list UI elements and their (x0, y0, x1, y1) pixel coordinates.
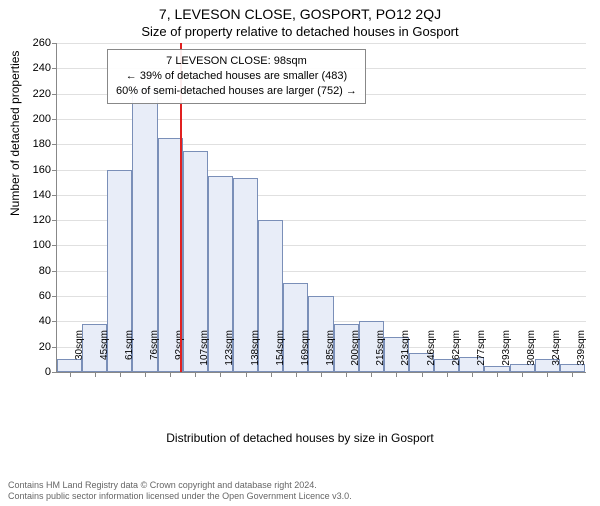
x-tick-label: 246sqm (426, 330, 437, 380)
footer-line-2: Contains public sector information licen… (8, 491, 592, 502)
page-title: 7, LEVESON CLOSE, GOSPORT, PO12 2QJ (0, 6, 600, 22)
x-tick-mark (296, 372, 297, 377)
x-tick-label: 45sqm (99, 330, 110, 380)
page-subtitle: Size of property relative to detached ho… (0, 24, 600, 39)
footer-line-1: Contains HM Land Registry data © Crown c… (8, 480, 592, 491)
x-tick-label: 324sqm (551, 330, 562, 380)
x-tick-mark (422, 372, 423, 377)
y-tick-label: 220 (21, 88, 51, 100)
x-tick-mark (497, 372, 498, 377)
x-tick-mark (95, 372, 96, 377)
y-tick-mark (52, 170, 57, 171)
y-tick-label: 80 (21, 265, 51, 277)
x-tick-mark (472, 372, 473, 377)
x-tick-label: 138sqm (250, 330, 261, 380)
footer-attribution: Contains HM Land Registry data © Crown c… (8, 480, 592, 503)
y-tick-mark (52, 43, 57, 44)
x-axis-label: Distribution of detached houses by size … (0, 431, 600, 445)
y-tick-mark (52, 119, 57, 120)
y-tick-label: 180 (21, 138, 51, 150)
x-tick-label: 200sqm (350, 330, 361, 380)
x-tick-label: 169sqm (300, 330, 311, 380)
histogram-chart: 02040608010012014016018020022024026030sq… (56, 43, 586, 373)
y-tick-label: 120 (21, 214, 51, 226)
x-tick-mark (271, 372, 272, 377)
annotation-line: 60% of semi-detached houses are larger (… (116, 84, 357, 99)
y-tick-label: 200 (21, 113, 51, 125)
y-tick-mark (52, 220, 57, 221)
annotation-box: 7 LEVESON CLOSE: 98sqm← 39% of detached … (107, 49, 366, 104)
y-tick-label: 160 (21, 164, 51, 176)
y-tick-mark (52, 245, 57, 246)
x-tick-label: 107sqm (199, 330, 210, 380)
y-tick-label: 140 (21, 189, 51, 201)
annotation-line: ← 39% of detached houses are smaller (48… (116, 69, 357, 84)
x-tick-label: 185sqm (325, 330, 336, 380)
x-tick-mark (145, 372, 146, 377)
x-tick-mark (447, 372, 448, 377)
y-axis-label: Number of detached properties (8, 51, 22, 216)
y-tick-label: 240 (21, 62, 51, 74)
y-tick-mark (52, 347, 57, 348)
x-tick-label: 61sqm (124, 330, 135, 380)
y-tick-mark (52, 271, 57, 272)
x-tick-label: 76sqm (149, 330, 160, 380)
x-tick-mark (246, 372, 247, 377)
y-tick-label: 60 (21, 290, 51, 302)
x-tick-mark (547, 372, 548, 377)
annotation-line: 7 LEVESON CLOSE: 98sqm (116, 54, 357, 69)
y-tick-mark (52, 321, 57, 322)
x-tick-label: 123sqm (224, 330, 235, 380)
x-tick-label: 231sqm (400, 330, 411, 380)
y-tick-mark (52, 195, 57, 196)
x-tick-mark (321, 372, 322, 377)
y-tick-mark (52, 144, 57, 145)
grid-line (57, 43, 586, 44)
y-tick-mark (52, 372, 57, 373)
y-tick-mark (52, 94, 57, 95)
x-tick-mark (220, 372, 221, 377)
x-tick-mark (170, 372, 171, 377)
x-tick-label: 154sqm (275, 330, 286, 380)
plot-area: 02040608010012014016018020022024026030sq… (56, 43, 586, 373)
y-tick-label: 0 (21, 366, 51, 378)
x-tick-mark (371, 372, 372, 377)
y-tick-mark (52, 68, 57, 69)
x-tick-mark (396, 372, 397, 377)
y-tick-label: 40 (21, 315, 51, 327)
x-tick-mark (70, 372, 71, 377)
y-tick-label: 100 (21, 239, 51, 251)
x-tick-mark (120, 372, 121, 377)
x-tick-mark (572, 372, 573, 377)
x-tick-label: 293sqm (501, 330, 512, 380)
x-tick-label: 308sqm (526, 330, 537, 380)
x-tick-label: 277sqm (476, 330, 487, 380)
x-tick-label: 30sqm (74, 330, 85, 380)
y-tick-mark (52, 296, 57, 297)
x-tick-label: 215sqm (375, 330, 386, 380)
y-tick-label: 260 (21, 37, 51, 49)
x-tick-label: 339sqm (576, 330, 587, 380)
x-tick-mark (522, 372, 523, 377)
x-tick-mark (195, 372, 196, 377)
y-tick-label: 20 (21, 341, 51, 353)
x-tick-mark (346, 372, 347, 377)
x-tick-label: 262sqm (451, 330, 462, 380)
